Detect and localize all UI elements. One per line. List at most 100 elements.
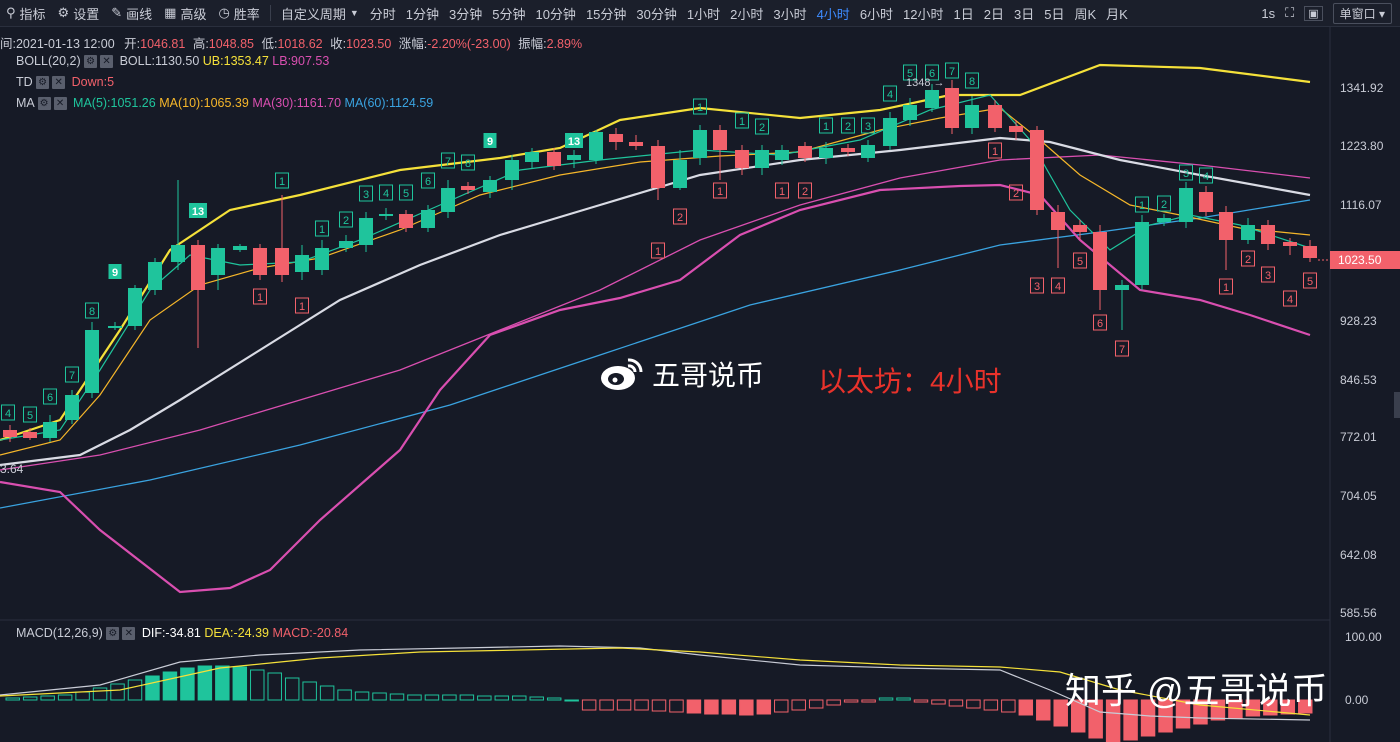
td-count-label: 4	[1287, 294, 1293, 306]
candle-body	[128, 288, 142, 326]
td-marker-box	[295, 297, 309, 314]
window-mode-dropdown[interactable]: 单窗口 ▾	[1332, 2, 1392, 24]
timeframe-option[interactable]: 3小时	[773, 6, 807, 22]
close-icon[interactable]: ✕	[100, 55, 114, 69]
timeframe-option[interactable]: 30分钟	[636, 6, 677, 22]
macd-histogram-bar	[581, 699, 597, 711]
td-count-label: 5	[27, 410, 33, 422]
macd-histogram-bar	[931, 699, 946, 705]
price-tick-label: 772.01	[1340, 430, 1377, 444]
indicator-lines	[0, 63, 1311, 594]
candle-body	[85, 330, 99, 393]
fullscreen-icon[interactable]: ⛶	[1285, 5, 1295, 20]
gear-icon[interactable]: ⚙	[36, 76, 50, 90]
timeframe-option[interactable]: 3日	[1013, 6, 1035, 22]
close-icon[interactable]: ✕	[122, 627, 136, 641]
timeframe-option[interactable]: 1小时	[686, 6, 721, 22]
macd-histogram-bar	[529, 696, 544, 701]
macd-histogram-bar	[337, 689, 352, 701]
td-count-label: 7	[949, 66, 955, 78]
macd-histogram-bar	[634, 699, 649, 711]
td-marker-box	[483, 133, 497, 148]
td-marker-box	[651, 242, 665, 259]
timeframe-option[interactable]: 4小时	[816, 6, 850, 22]
gear-icon[interactable]: ⚙	[37, 97, 51, 111]
macd-histogram-bar	[843, 699, 859, 703]
settings-button[interactable]: ⚙ 设置	[57, 5, 100, 22]
timeframe-option[interactable]: 12小时	[903, 6, 944, 22]
top-toolbar: ⚲ 指标 ⚙ 设置 ✎ 画线 ▦ 高级 ◷ 胜率 自定义周期 ▼ 分时 1分钟 3分钟 5分钟 10…	[0, 0, 1400, 27]
macd-histogram-bar	[197, 665, 213, 701]
td-count-label: 2	[759, 122, 765, 134]
td-count-label: 4	[887, 89, 893, 101]
collapse-icon[interactable]: ▣	[1304, 5, 1323, 21]
indicators-button[interactable]: ⚲ 指标	[6, 5, 46, 22]
macd-histogram-bar	[913, 699, 929, 703]
draw-button[interactable]: ✎ 画线	[111, 5, 153, 22]
gear-icon[interactable]: ⚙	[84, 55, 98, 69]
custom-period-dropdown[interactable]: 自定义周期 ▼	[280, 6, 359, 22]
time-label: 间:2021-01-13 12:00	[0, 37, 115, 51]
timeframe-option[interactable]: 1分钟	[405, 6, 439, 22]
candle-body	[43, 422, 57, 438]
td-count-label: 1	[319, 224, 325, 236]
close-icon[interactable]: ✕	[53, 97, 67, 111]
macd-histogram-bar	[774, 699, 789, 713]
winrate-button[interactable]: ◷ 胜率	[218, 5, 260, 22]
price-tick-label: 704.05	[1340, 489, 1377, 503]
candle-body	[819, 148, 833, 158]
timeframe-option[interactable]: 3分钟	[449, 6, 483, 22]
timeframe-option[interactable]: 1日	[953, 6, 974, 22]
td-marker-box	[461, 154, 475, 171]
macd-histogram-bar	[1001, 699, 1016, 713]
td-marker-box	[798, 182, 812, 199]
side-handle[interactable]	[1394, 392, 1400, 418]
td-count-label: 6	[1097, 318, 1103, 330]
td-count-label: 3	[1034, 281, 1040, 293]
price-tick-label: 1023.50	[1338, 253, 1382, 267]
td-count-label: 2	[1245, 254, 1251, 266]
td-count-label: 5	[1077, 256, 1083, 268]
td-count-label: 8	[89, 306, 95, 318]
timeframe-option[interactable]: 6小时	[859, 6, 894, 22]
td-count-label: 4	[1055, 281, 1061, 293]
td-count-label: 3	[1265, 270, 1271, 282]
candle-body	[379, 214, 393, 216]
td-marker-box	[1135, 196, 1149, 213]
td-marker-box	[1303, 272, 1317, 289]
close-icon[interactable]: ✕	[52, 76, 66, 90]
timeframe-option[interactable]: 15分钟	[585, 6, 627, 22]
gear-icon: ⚙	[57, 5, 70, 20]
candle-body	[295, 255, 309, 272]
candle-body	[735, 150, 749, 168]
gear-icon[interactable]: ⚙	[106, 627, 120, 641]
td-marker-box	[1009, 184, 1023, 201]
open-value: 1046.81	[140, 37, 186, 51]
timeframe-option[interactable]: 分时	[369, 6, 396, 22]
timeframe-option[interactable]: 2小时	[730, 6, 764, 22]
td-marker-box	[1283, 290, 1297, 307]
macd-histogram-bar	[686, 699, 702, 714]
timeframe-option[interactable]: 月K	[1106, 6, 1128, 22]
caret-down-icon: ▼	[349, 8, 359, 18]
macd-histogram-bar	[354, 691, 370, 701]
interval-label[interactable]: 1s	[1261, 5, 1276, 21]
candle-body	[3, 430, 17, 437]
macd-histogram-bar	[704, 699, 719, 715]
timeframe-option[interactable]: 5分钟	[492, 6, 526, 22]
timeframe-option[interactable]: 周K	[1074, 6, 1097, 22]
macd-histogram-bar	[284, 677, 300, 701]
td-marker-box	[1179, 164, 1193, 181]
td-marker-box	[673, 208, 687, 225]
macd-histogram-bar	[512, 695, 527, 701]
macd-histogram-bar	[267, 672, 282, 701]
advanced-button[interactable]: ▦ 高级	[164, 5, 207, 22]
candle-body	[945, 88, 959, 128]
timeframe-option[interactable]: 5日	[1044, 6, 1065, 22]
timeframe-option[interactable]: 2日	[983, 6, 1004, 22]
td-count-label: 6	[425, 176, 431, 188]
timeframe-option[interactable]: 10分钟	[535, 6, 576, 22]
td-marker-box	[23, 406, 37, 423]
candle-body	[1073, 225, 1087, 232]
price-tick-label: 585.56	[1340, 606, 1377, 620]
